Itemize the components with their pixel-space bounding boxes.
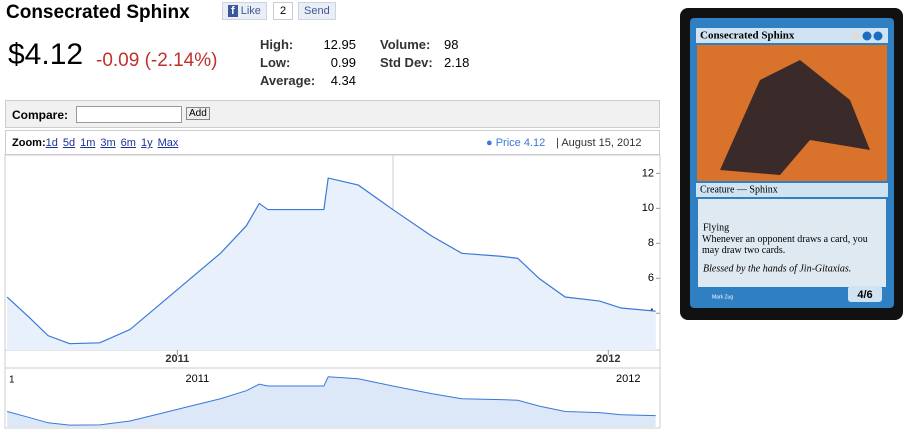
y-tick-label: 6 — [648, 272, 654, 284]
navigator-area — [7, 376, 656, 427]
mana — [851, 31, 861, 41]
price-area — [7, 178, 656, 350]
like-count: 2 — [273, 2, 293, 20]
y-tick-label: 10 — [642, 202, 654, 214]
card-art-shape — [720, 60, 870, 175]
legend-value: 4.12 — [523, 137, 546, 149]
stat-value: 4.34 — [330, 73, 356, 88]
add-button[interactable]: Add — [186, 107, 210, 120]
stat-value: 98 — [444, 37, 459, 52]
stat-label: High: — [260, 37, 294, 52]
card-flavor: Blessed by the hands of Jin-Gitaxias. — [703, 263, 851, 274]
stat-label: Low: — [260, 55, 291, 70]
compare-label: Compare: — [12, 108, 69, 122]
card-name-bar — [696, 28, 888, 43]
zoom-option[interactable]: 1m — [80, 137, 96, 149]
stat-value: 12.95 — [323, 37, 356, 52]
legend-name: Price — [495, 137, 521, 149]
x-tick-label: 2011 — [165, 353, 189, 365]
stat-label: Volume: — [380, 37, 431, 52]
zoom-option[interactable]: 1y — [140, 137, 153, 149]
card-rule: Flying — [703, 222, 729, 233]
like-text: Like — [240, 5, 261, 17]
zoom-option[interactable]: Max — [157, 137, 179, 149]
stat-value: 0.99 — [330, 55, 356, 70]
card-pt: 4/6 — [857, 289, 872, 301]
zoom-option[interactable]: 1d — [45, 137, 58, 149]
chart-frame — [4, 154, 661, 429]
mana — [873, 31, 883, 41]
navigator-label: 1 — [9, 375, 15, 386]
zoom-option[interactable]: 5d — [62, 137, 76, 149]
card-type-bar — [696, 183, 888, 197]
like-button[interactable]: f Like — [222, 2, 267, 20]
navigator-tick-label: 2011 — [186, 373, 210, 385]
compare-input[interactable] — [76, 106, 182, 123]
card-type: Creature — Sphinx — [700, 184, 778, 195]
card-name: Consecrated Sphinx — [700, 30, 795, 42]
zoom-option[interactable]: 3m — [100, 137, 116, 149]
change: -0.09 (-2.14%) — [96, 50, 218, 71]
price: $4.12 — [8, 38, 84, 71]
card-rule: Whenever an opponent draws a card, you m… — [702, 234, 868, 256]
price-line — [6, 177, 656, 345]
x-tick-label: 2012 — [596, 353, 620, 365]
send-button[interactable]: Send — [298, 2, 336, 20]
compare-bar: Compare: Add — [5, 100, 660, 128]
stat-label: Std Dev: — [380, 55, 433, 70]
y-tick-label: 12 — [642, 167, 654, 179]
y-tick-label: 8 — [648, 237, 654, 249]
navigator-tick-label: 2012 — [616, 373, 640, 385]
legend: ● Price 4.12 — [486, 137, 546, 149]
card-artist: Mark Zug — [712, 294, 733, 300]
card-textbox — [698, 199, 886, 287]
zoom-label: Zoom: — [12, 137, 46, 149]
legend-date: August 15, 2012 — [561, 137, 642, 149]
zoom-option[interactable]: 6m — [120, 137, 136, 149]
stat-label: Average: — [260, 73, 316, 88]
navigator-line — [7, 376, 656, 426]
title: Consecrated Sphinx — [6, 2, 190, 23]
card-pt-box — [848, 286, 882, 302]
mana — [862, 31, 872, 41]
